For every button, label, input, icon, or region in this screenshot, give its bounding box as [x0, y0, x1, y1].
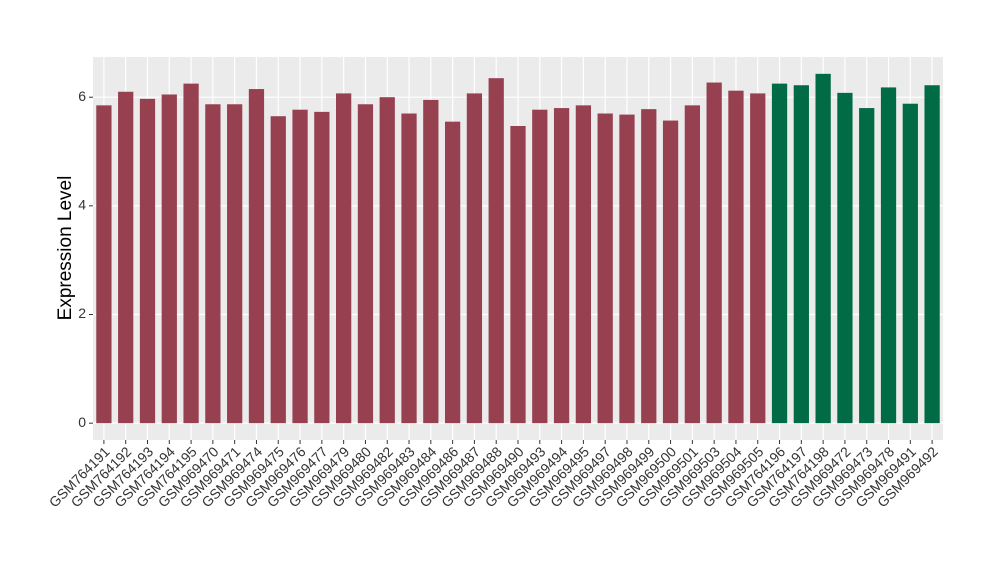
bar [619, 114, 635, 424]
y-tick-label: 0 [78, 414, 86, 430]
bar [880, 87, 897, 424]
bar [357, 104, 374, 424]
bar [466, 93, 483, 424]
bar [553, 108, 570, 424]
bar [423, 99, 439, 424]
bar [227, 104, 243, 424]
bar [728, 90, 744, 424]
bar [641, 109, 657, 424]
bar [859, 108, 875, 424]
bar [205, 104, 221, 424]
bar [161, 94, 177, 424]
bar [837, 92, 853, 424]
bar [684, 105, 700, 424]
y-tick-label: 6 [78, 88, 86, 104]
bar [771, 83, 788, 424]
bar [662, 120, 679, 424]
y-tick-label: 2 [78, 305, 86, 321]
bar [902, 103, 918, 424]
bar [444, 121, 461, 424]
bar [336, 93, 352, 424]
bar [750, 93, 766, 424]
bar [248, 89, 265, 424]
bar [793, 85, 809, 424]
y-tick-label: 4 [78, 197, 86, 213]
bar [96, 105, 112, 424]
bar [532, 109, 548, 424]
bar [488, 78, 504, 424]
bar [270, 116, 286, 424]
bar [118, 91, 134, 424]
bar [815, 73, 831, 424]
bar [597, 113, 613, 424]
bar [401, 113, 417, 424]
bar [924, 85, 940, 424]
bar [510, 125, 526, 424]
bar [706, 82, 722, 424]
bar [139, 98, 156, 424]
y-axis-label: Expression Level [55, 176, 76, 321]
bar [183, 83, 199, 424]
bar [292, 109, 308, 424]
bar [314, 111, 330, 424]
bar [575, 105, 592, 424]
bar [379, 97, 395, 424]
